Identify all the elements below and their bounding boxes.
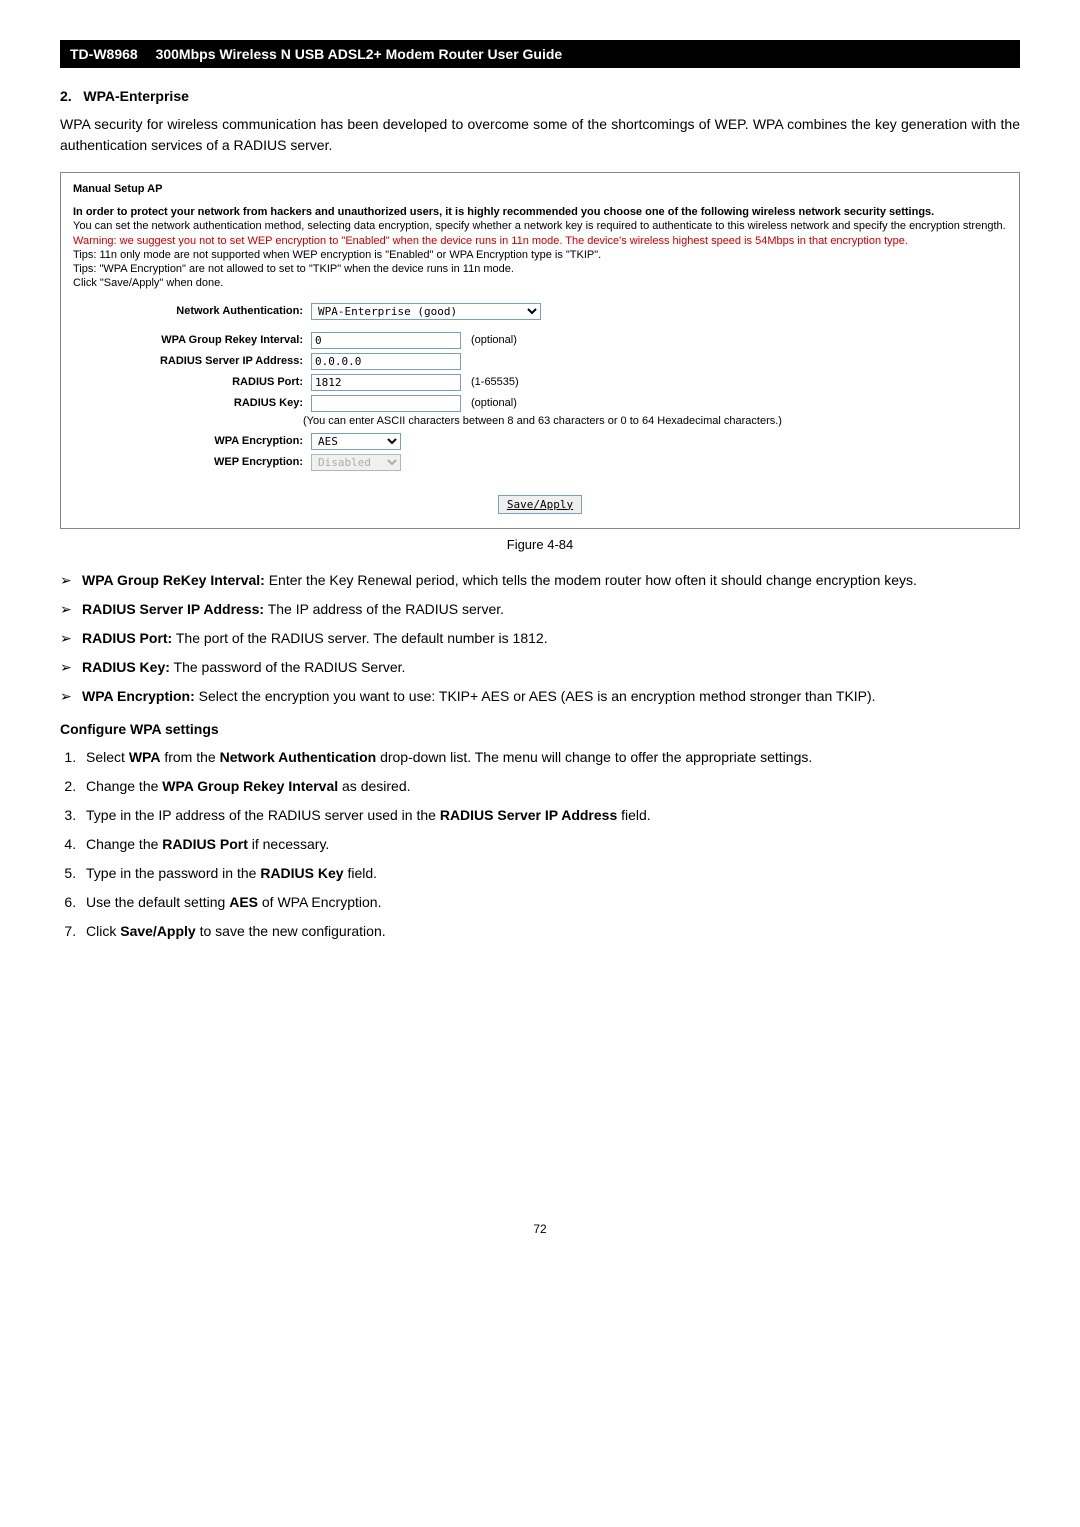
step-item: Change the RADIUS Port if necessary. — [80, 834, 1020, 855]
wep-enc-label: WEP Encryption: — [73, 456, 311, 468]
radius-key-label: RADIUS Key: — [73, 397, 311, 409]
bullet-bold: RADIUS Key: — [82, 659, 170, 675]
list-item: ➢ RADIUS Port: The port of the RADIUS se… — [60, 628, 1020, 649]
step-item: Type in the password in the RADIUS Key f… — [80, 863, 1020, 884]
figure-caption: Figure 4-84 — [60, 537, 1020, 552]
radius-key-after: (optional) — [471, 397, 517, 409]
row-radius-ip: RADIUS Server IP Address: — [73, 351, 1007, 372]
rekey-input[interactable] — [311, 332, 461, 349]
radius-port-label: RADIUS Port: — [73, 376, 311, 388]
intro-paragraph: WPA security for wireless communication … — [60, 114, 1020, 156]
radius-key-hint: (You can enter ASCII characters between … — [303, 414, 1007, 431]
list-item: ➢ WPA Group ReKey Interval: Enter the Ke… — [60, 570, 1020, 591]
radius-port-input[interactable] — [311, 374, 461, 391]
step-item: Type in the IP address of the RADIUS ser… — [80, 805, 1020, 826]
bullet-bold: WPA Group ReKey Interval: — [82, 572, 265, 588]
radius-ip-input[interactable] — [311, 353, 461, 370]
list-item: ➢ RADIUS Server IP Address: The IP addre… — [60, 599, 1020, 620]
radius-ip-label: RADIUS Server IP Address: — [73, 355, 311, 367]
row-radius-port: RADIUS Port: (1-65535) — [73, 372, 1007, 393]
bullet-bold: WPA Encryption: — [82, 688, 195, 704]
bullet-icon: ➢ — [60, 686, 82, 707]
configure-heading: Configure WPA settings — [60, 721, 1020, 737]
bullet-bold: RADIUS Server IP Address: — [82, 601, 264, 617]
bullet-text: Enter the Key Renewal period, which tell… — [265, 572, 917, 588]
manual-setup-panel: Manual Setup AP In order to protect your… — [60, 172, 1020, 529]
radius-key-input[interactable] — [311, 395, 461, 412]
wep-enc-select: Disabled — [311, 454, 401, 471]
panel-note-line4: Click "Save/Apply" when done. — [73, 277, 223, 289]
step-item: Click Save/Apply to save the new configu… — [80, 921, 1020, 942]
rekey-label: WPA Group Rekey Interval: — [73, 334, 311, 346]
panel-button-row: Save/Apply — [73, 495, 1007, 514]
step-item: Use the default setting AES of WPA Encry… — [80, 892, 1020, 913]
bullet-icon: ➢ — [60, 657, 82, 678]
wpa-enc-select[interactable]: AES — [311, 433, 401, 450]
bullet-text: The IP address of the RADIUS server. — [264, 601, 504, 617]
row-wep-enc: WEP Encryption: Disabled — [73, 452, 1007, 473]
section-title: WPA-Enterprise — [83, 88, 189, 104]
section-heading: 2. WPA-Enterprise — [60, 88, 1020, 104]
bullet-bold: RADIUS Port: — [82, 630, 172, 646]
rekey-after: (optional) — [471, 334, 517, 346]
steps-list: Select WPA from the Network Authenticati… — [60, 747, 1020, 942]
bullet-icon: ➢ — [60, 628, 82, 649]
bullet-text: The port of the RADIUS server. The defau… — [172, 630, 547, 646]
bullet-icon: ➢ — [60, 599, 82, 620]
panel-note-line3b: Tips: "WPA Encryption" are not allowed t… — [73, 263, 514, 275]
wpa-enc-label: WPA Encryption: — [73, 435, 311, 447]
netauth-select[interactable]: WPA-Enterprise (good) — [311, 303, 541, 320]
panel-note-bold: In order to protect your network from ha… — [73, 206, 934, 218]
panel-note-warning: Warning: we suggest you not to set WEP e… — [73, 235, 908, 247]
radius-port-after: (1-65535) — [471, 376, 519, 388]
header-title: 300Mbps Wireless N USB ADSL2+ Modem Rout… — [156, 46, 563, 62]
list-item: ➢ WPA Encryption: Select the encryption … — [60, 686, 1020, 707]
row-radius-key: RADIUS Key: (optional) — [73, 393, 1007, 414]
step-item: Change the WPA Group Rekey Interval as d… — [80, 776, 1020, 797]
row-network-auth: Network Authentication: WPA-Enterprise (… — [73, 301, 1007, 322]
row-rekey: WPA Group Rekey Interval: (optional) — [73, 330, 1007, 351]
header-bar: TD-W8968 300Mbps Wireless N USB ADSL2+ M… — [60, 40, 1020, 68]
panel-note: In order to protect your network from ha… — [73, 205, 1007, 291]
bullet-text: Select the encryption you want to use: T… — [195, 688, 876, 704]
header-model: TD-W8968 — [70, 46, 138, 62]
panel-note-line2: You can set the network authentication m… — [73, 220, 1006, 232]
panel-note-line3a: Tips: 11n only mode are not supported wh… — [73, 249, 601, 261]
panel-title: Manual Setup AP — [73, 183, 1007, 195]
save-apply-button[interactable]: Save/Apply — [498, 495, 582, 514]
bullet-icon: ➢ — [60, 570, 82, 591]
bullet-list: ➢ WPA Group ReKey Interval: Enter the Ke… — [60, 570, 1020, 707]
row-wpa-enc: WPA Encryption: AES — [73, 431, 1007, 452]
step-item: Select WPA from the Network Authenticati… — [80, 747, 1020, 768]
netauth-label: Network Authentication: — [73, 305, 311, 317]
page-number: 72 — [60, 1222, 1020, 1236]
bullet-text: The password of the RADIUS Server. — [170, 659, 406, 675]
section-number: 2. — [60, 88, 72, 104]
list-item: ➢ RADIUS Key: The password of the RADIUS… — [60, 657, 1020, 678]
